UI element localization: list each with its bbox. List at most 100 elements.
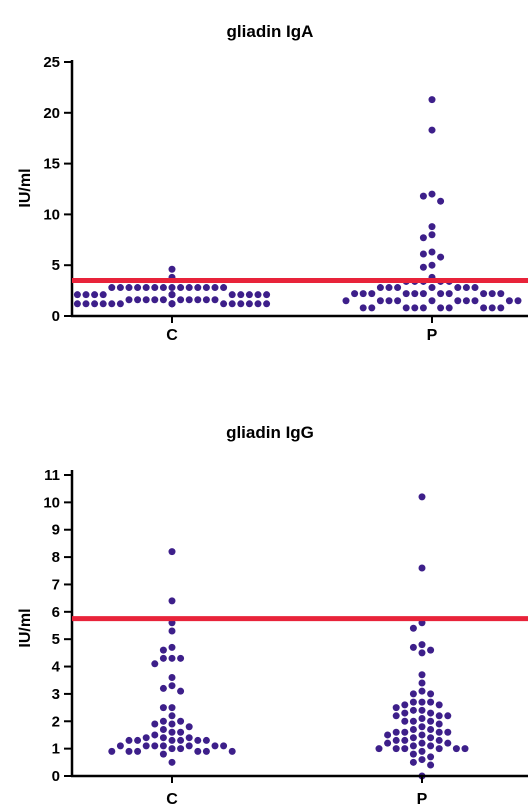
- y-tick-label: 15: [43, 156, 60, 173]
- y-ticks: 0 5 10 15 20 25: [43, 54, 72, 325]
- data-point-p: [368, 304, 376, 312]
- data-point-p: [375, 745, 383, 753]
- data-point-p: [428, 297, 436, 305]
- data-point-c: [99, 300, 107, 308]
- data-point-p: [444, 712, 452, 720]
- data-point-p: [427, 690, 435, 698]
- data-point-c: [134, 747, 142, 755]
- data-point-p: [401, 736, 409, 744]
- data-point-c: [168, 682, 176, 690]
- data-point-c: [194, 284, 202, 292]
- data-point-p: [480, 304, 488, 312]
- data-point-c: [134, 296, 142, 304]
- data-point-p: [419, 263, 427, 271]
- data-point-c: [168, 720, 176, 728]
- data-point-p: [418, 747, 426, 755]
- data-points: [108, 493, 469, 780]
- data-point-c: [125, 284, 133, 292]
- chart-title: gliadin IgA: [227, 22, 314, 41]
- data-point-c: [159, 734, 167, 742]
- data-point-p: [419, 250, 427, 258]
- data-point-c: [73, 291, 81, 299]
- data-point-p: [488, 304, 496, 312]
- data-point-p: [392, 745, 400, 753]
- data-point-c: [237, 300, 245, 308]
- data-point-p: [428, 96, 436, 104]
- data-point-p: [409, 624, 417, 632]
- data-point-c: [151, 660, 159, 668]
- y-tick-label: 20: [43, 105, 60, 122]
- data-point-c: [151, 731, 159, 739]
- chart-gliadin-iga: gliadin IgA IU/ml 0 5 10 15 20 25 C P: [17, 22, 528, 344]
- data-point-p: [419, 290, 427, 298]
- data-point-p: [428, 231, 436, 239]
- data-point-c: [263, 291, 271, 299]
- data-point-p: [462, 297, 470, 305]
- data-point-c: [228, 300, 236, 308]
- data-point-p: [418, 679, 426, 687]
- data-point-p: [394, 284, 402, 292]
- data-point-p: [462, 284, 470, 292]
- data-point-c: [168, 597, 176, 605]
- data-point-p: [409, 698, 417, 706]
- data-point-c: [177, 717, 185, 725]
- data-point-c: [159, 654, 167, 662]
- data-point-c: [245, 291, 253, 299]
- data-point-p: [427, 709, 435, 717]
- data-point-c: [177, 296, 185, 304]
- data-point-c: [99, 291, 107, 299]
- data-point-c: [168, 643, 176, 651]
- data-point-c: [185, 734, 193, 742]
- data-point-p: [497, 304, 505, 312]
- data-point-p: [409, 758, 417, 766]
- y-tick-label: 6: [52, 604, 60, 621]
- data-point-c: [82, 300, 90, 308]
- data-point-p: [444, 728, 452, 736]
- y-tick-label: 25: [43, 54, 60, 71]
- data-point-c: [159, 725, 167, 733]
- y-tick-label: 9: [52, 522, 60, 539]
- data-point-c: [168, 654, 176, 662]
- data-point-c: [151, 284, 159, 292]
- data-point-c: [159, 717, 167, 725]
- data-point-c: [168, 627, 176, 635]
- data-point-c: [245, 300, 253, 308]
- y-tick-label: 3: [52, 686, 60, 703]
- data-point-c: [228, 291, 236, 299]
- data-point-p: [471, 284, 479, 292]
- data-point-c: [177, 728, 185, 736]
- data-point-p: [409, 734, 417, 742]
- data-point-p: [342, 297, 350, 305]
- y-tick-label: 4: [52, 659, 61, 676]
- data-point-c: [168, 548, 176, 556]
- data-point-p: [480, 290, 488, 298]
- data-point-p: [401, 745, 409, 753]
- data-point-c: [168, 758, 176, 766]
- data-point-c: [116, 742, 124, 750]
- data-point-p: [401, 728, 409, 736]
- data-point-p: [452, 745, 460, 753]
- data-point-c: [108, 747, 116, 755]
- data-point-p: [454, 284, 462, 292]
- data-point-c: [159, 296, 167, 304]
- data-point-p: [427, 753, 435, 761]
- y-tick-label: 0: [52, 308, 60, 325]
- data-point-p: [427, 734, 435, 742]
- data-point-c: [159, 284, 167, 292]
- data-point-p: [409, 742, 417, 750]
- chart-gliadin-igg: gliadin IgG IU/ml 0 1 2 3 4 5 6 7 8 9 10 11 C P: [17, 423, 528, 808]
- data-point-c: [91, 291, 99, 299]
- data-point-c: [177, 736, 185, 744]
- data-point-p: [435, 712, 443, 720]
- data-point-p: [418, 698, 426, 706]
- data-point-p: [419, 304, 427, 312]
- data-point-p: [402, 290, 410, 298]
- data-point-c: [82, 291, 90, 299]
- data-point-c: [168, 300, 176, 308]
- data-point-p: [514, 297, 522, 305]
- data-point-p: [435, 720, 443, 728]
- data-point-p: [402, 304, 410, 312]
- data-point-p: [376, 297, 384, 305]
- data-point-p: [418, 649, 426, 657]
- data-point-c: [159, 742, 167, 750]
